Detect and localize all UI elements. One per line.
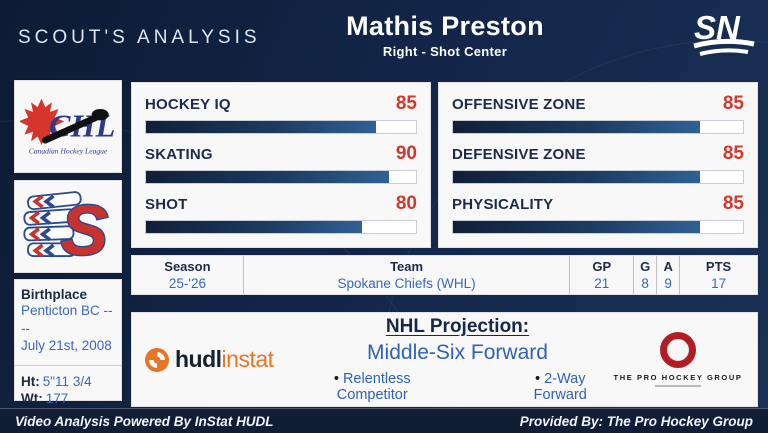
footer-right-text: Provided By: The Pro Hockey Group [519, 413, 753, 429]
chiefs-logo-letter: S [61, 191, 108, 267]
projection-traits: Relentless Competitor 2-Way Forward [312, 371, 603, 403]
player-name: Mathis Preston [346, 11, 544, 41]
skill-value: 80 [395, 193, 417, 214]
skill-value: 85 [722, 193, 744, 214]
stats-value: 9 [664, 276, 672, 292]
weight-line: Wt: 177 [21, 391, 115, 406]
skill-bar-fill [146, 221, 362, 233]
skill-bar-fill [453, 121, 700, 133]
projection-card: hudl instat NHL Projection: Middle-Six Fo… [131, 312, 758, 407]
skill-bar-fill [453, 171, 700, 183]
footer-left-text: Video Analysis Powered By InStat HUDL [15, 413, 274, 429]
skill-bar-track [452, 120, 744, 134]
skill-label: DEFENSIVE ZONE [452, 146, 586, 163]
player-position: Right - Shot Center [382, 44, 508, 59]
skill-row-offensive-zone: OFFENSIVE ZONE 85 [452, 93, 744, 134]
skill-row-hockey-iq: HOCKEY IQ 85 [145, 93, 417, 134]
skill-bar-fill [453, 221, 700, 233]
skill-row-shot: SHOT 80 [145, 193, 417, 234]
stats-value: 17 [711, 276, 727, 292]
sportsnet-logo-icon: SN [693, 9, 755, 56]
stats-header: G [640, 258, 651, 274]
skill-value: 85 [722, 93, 744, 114]
stats-col-gp: GP 21 [570, 256, 635, 294]
height-line: Ht: 5"11 3/4 [21, 374, 115, 389]
skill-value: 85 [395, 93, 417, 114]
skill-bar-track [145, 220, 417, 234]
weight-label: Wt: [21, 390, 43, 406]
nhl-projection-block: NHL Projection: Middle-Six Forward Relen… [312, 316, 603, 403]
ratings-panel-left: HOCKEY IQ 85 SKATING 90 SHOT 80 [131, 82, 431, 248]
skill-bar-track [145, 170, 417, 184]
skill-row-defensive-zone: DEFENSIVE ZONE 85 [452, 143, 744, 184]
hudl-logo-icon [145, 347, 169, 372]
skill-label: HOCKEY IQ [145, 96, 231, 113]
chl-logo-icon: CHL Canadian Hockey League [20, 98, 115, 155]
stats-header: Team [390, 258, 424, 274]
stats-header: GP [592, 258, 612, 274]
chl-logo-card: CHL Canadian Hockey League [14, 80, 122, 173]
height-value: 5"11 3/4 [42, 373, 92, 389]
player-title-block: Mathis Preston Right - Shot Center [300, 11, 590, 59]
skill-value: 90 [395, 143, 417, 164]
birthdate: July 21st, 2008 [21, 338, 112, 354]
instat-logo-text: instat [221, 346, 274, 372]
phg-website-microtext [655, 385, 701, 387]
skill-label: OFFENSIVE ZONE [452, 96, 586, 113]
divider [15, 364, 121, 366]
season-stats-table: Season 25-'26 Team Spokane Chiefs (WHL) … [131, 255, 758, 295]
stats-value: 8 [641, 276, 649, 292]
skill-bar-fill [146, 121, 376, 133]
skill-row-physicality: PHYSICALITY 85 [452, 193, 744, 234]
chl-logo-caption: Canadian Hockey League [29, 146, 108, 155]
skill-label: PHYSICALITY [452, 196, 554, 213]
stats-header: A [663, 258, 673, 274]
birthplace-city: Penticton BC ---- [21, 303, 113, 336]
stats-header: PTS [705, 258, 732, 274]
player-bio-card: Birthplace Penticton BC ---- July 21st, … [14, 279, 122, 406]
projection-heading: NHL Projection: [385, 316, 530, 337]
ratings-panel-right: OFFENSIVE ZONE 85 DEFENSIVE ZONE 85 PHYS… [438, 82, 758, 248]
trait-item: 2-Way Forward [518, 371, 604, 403]
skill-label: SKATING [145, 146, 213, 163]
phg-name: THE PRO HOCKEY GROUP [613, 373, 743, 382]
skill-bar-track [452, 170, 744, 184]
stats-col-pts: PTS 17 [680, 256, 757, 294]
hudl-logo-text: hudl [175, 346, 222, 372]
kicker-title: SCOUT'S ANALYSIS [18, 27, 261, 48]
phg-ring-icon [660, 332, 696, 368]
stats-col-a: A 9 [657, 256, 681, 294]
stats-value: 25-'26 [168, 276, 206, 292]
skill-bar-track [452, 220, 744, 234]
skill-bar-track [145, 120, 417, 134]
skill-label: SHOT [145, 196, 188, 213]
pro-hockey-group-logo: THE PRO HOCKEY GROUP [603, 332, 753, 387]
projection-value: Middle-Six Forward [367, 341, 548, 364]
skill-row-skating: SKATING 90 [145, 143, 417, 184]
stats-value: Spokane Chiefs (WHL) [337, 276, 476, 292]
footer-bar: Video Analysis Powered By InStat HUDL Pr… [0, 408, 768, 433]
stats-col-team: Team Spokane Chiefs (WHL) [244, 256, 571, 294]
stats-value: 21 [594, 276, 610, 292]
spokane-chiefs-logo-card: S [14, 180, 122, 273]
birthplace-label: Birthplace [21, 287, 88, 302]
spokane-chiefs-logo-icon: S [23, 189, 109, 267]
skill-bar-fill [146, 171, 389, 183]
weight-value: 177 [45, 390, 69, 406]
stats-col-g: G 8 [634, 256, 658, 294]
height-label: Ht: [21, 373, 40, 389]
trait-item: Relentless Competitor [312, 371, 433, 403]
skill-value: 85 [722, 143, 744, 164]
stats-header: Season [164, 258, 211, 274]
hudl-instat-logo: hudl instat [144, 346, 312, 373]
stats-col-season: Season 25-'26 [132, 256, 244, 294]
